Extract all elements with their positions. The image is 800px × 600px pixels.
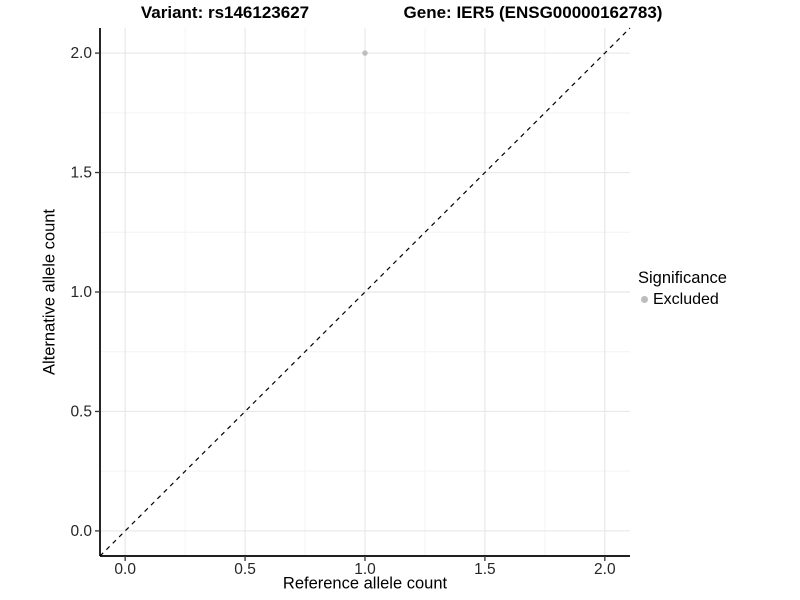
plot-title-gene: Gene: IER5 (ENSG00000162783) <box>403 3 663 22</box>
y-tick-label: 1.0 <box>70 284 92 301</box>
identity-reference-line <box>99 27 631 557</box>
legend-title: Significance <box>638 269 727 287</box>
y-tick-label: 1.5 <box>70 165 92 182</box>
x-tick-label: 1.5 <box>474 561 496 578</box>
plot-title-variant: Variant: rs146123627 <box>140 3 310 22</box>
legend-item-excluded: Excluded <box>641 290 727 309</box>
legend-key-point-icon <box>641 296 648 303</box>
x-tick-label: 0.5 <box>234 561 256 578</box>
x-tick-label: 0.0 <box>114 561 136 578</box>
legend: Significance Excluded <box>638 268 727 309</box>
y-tick-label: 0.5 <box>70 403 92 420</box>
x-tick-label: 1.0 <box>354 561 376 578</box>
y-tick-label: 2.0 <box>70 45 92 62</box>
data-point-excluded <box>362 50 368 56</box>
y-tick-label: 0.0 <box>70 523 92 540</box>
y-axis-title: Alternative allele count <box>40 208 59 376</box>
x-tick-label: 2.0 <box>594 561 616 578</box>
legend-item-label: Excluded <box>653 291 719 308</box>
x-axis-title: Reference allele count <box>282 574 448 593</box>
